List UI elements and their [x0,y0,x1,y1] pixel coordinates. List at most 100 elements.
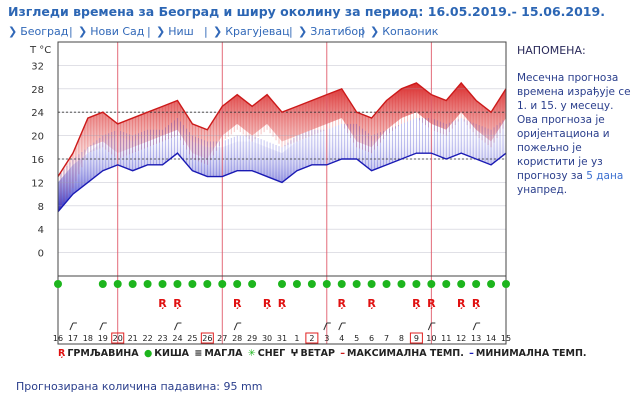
plot-frame [57,41,507,345]
note-days-link[interactable]: 5 дана [586,170,624,182]
rain-icon [487,280,496,288]
storm-icon: Ŗ [173,297,182,310]
day-label: 7 [384,334,389,343]
day-label: 12 [456,334,466,343]
city-name: Крагујевац [225,25,290,38]
note-text-after: унапред. [517,184,568,196]
wind-staff [427,322,432,331]
rain-icon [233,280,242,288]
arrow-icon: ❯ [213,25,223,38]
y-tick-label: 16 [31,155,44,166]
fog-icon: ≡ [194,348,203,359]
wind-icon: ⵖ [290,348,299,359]
city-name: Златибор [310,25,366,38]
day-label: 6 [369,334,374,343]
min-temp-band [58,123,506,212]
y-axis-label: T °C [29,45,51,56]
day-label: 10 [426,334,436,343]
rain-icon: ● [143,348,153,359]
precip-label: Прогнозирана количина падавина: [16,380,221,393]
city-link-5[interactable]: ❯ Златибор [298,25,365,38]
legend-wind: ⵖ ВЕТАР [290,348,335,359]
city-separator: | [289,25,293,38]
day-label: 19 [98,334,108,343]
precipitation: Прогнозирана количина падавина: 95 mm [16,380,262,393]
wind-staff [323,322,328,331]
max-temp-line [57,81,507,177]
rain-icon [113,280,122,288]
arrow-icon: ❯ [8,25,18,38]
day-label: 3 [324,334,329,343]
rain-icon [203,280,212,288]
day-label: 18 [83,334,93,343]
rain-icon [382,280,391,288]
rain-icon [457,280,466,288]
day-label: 11 [441,334,451,343]
storm-icon: Ŗ [158,297,167,310]
city-link-1[interactable]: ❯ Београд [8,25,68,38]
wind-icon [233,322,242,331]
legend: Ŗ ГРМЉАВИНА ● КИША ≡ МАГЛА ✳ СНЕГ ⵖ ВЕТАР – МА… [58,348,589,359]
rain-icon [188,280,197,288]
day-label: 9 [414,334,419,343]
current-day-box [305,332,319,344]
rain-icon [54,280,62,288]
arrow-icon: ❯ [370,25,380,38]
storm-icon: Ŗ [412,297,421,310]
day-label: 26 [202,334,212,343]
day-label: 5 [354,334,359,343]
wind-icon [69,322,77,331]
min-temp-line [57,152,507,213]
rain-icon [158,280,167,288]
day-label: 23 [157,334,167,343]
y-tick-label: 32 [31,61,44,72]
storm-icon: Ŗ [457,297,466,310]
rain-icon [337,280,346,288]
day-label: 30 [262,334,272,343]
day-label: 22 [143,334,153,343]
day-label: 14 [486,334,496,343]
city-link-3[interactable]: ❯ Ниш [156,25,194,38]
wind-staff [233,322,238,331]
precip-value: 95 [223,380,238,393]
legend-min: – МИНИМАЛНА ТЕМП. [469,348,587,359]
day-label: 16 [53,334,63,343]
city-separator: | [204,25,208,38]
city-link-4[interactable]: ❯ Крагујевац [213,25,290,38]
wind-icon [174,322,182,331]
city-link-2[interactable]: ❯ Нови Сад [78,25,144,38]
min-line-icon: – [469,348,474,359]
day-label: 1 [294,334,299,343]
wind-icon [472,322,481,331]
arrow-icon: ❯ [298,25,308,38]
storm-icon: Ŗ [472,297,481,310]
max-line-icon: – [340,348,346,359]
note-title: НАПОМЕНА: [517,44,586,57]
rain-icon [98,280,107,288]
y-tick-label: 8 [38,202,44,213]
day-label: 21 [128,334,138,343]
rain-icon [218,280,227,288]
rain-icon [472,280,481,288]
city-nav: ❯ Београд | ❯ Нови Сад | ❯ Ниш | ❯ Крагујевац | ❯ Зла… [8,25,508,41]
city-separator: | [361,25,365,38]
wind-staff [338,322,343,331]
day-label: 28 [232,334,242,343]
rain-icon [278,280,286,288]
city-link-6[interactable]: ❯ Копаоник [370,25,438,38]
legend-storm: Ŗ ГРМЉАВИНА [58,348,139,359]
rain-icon [412,280,421,288]
precip-unit: mm [241,380,263,393]
y-tick-label: 4 [38,225,44,236]
legend-fog: ≡ МАГЛА [194,348,243,359]
wind-staff [174,322,178,331]
wind-icon [323,322,331,331]
rain-icon [292,280,301,288]
city-name: Копаоник [382,25,439,38]
rain-icon [352,280,361,288]
storm-icon: Ŗ [233,297,242,310]
day-label: 4 [339,334,344,343]
wind-icon [427,322,436,331]
y-tick-label: 28 [31,85,44,96]
y-tick-label: 12 [31,178,44,189]
